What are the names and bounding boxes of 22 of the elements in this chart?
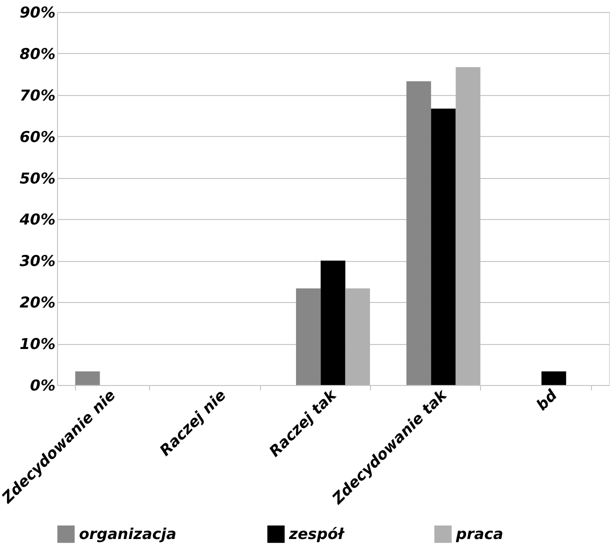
bar (75, 371, 100, 385)
x-tick-label: bd (532, 386, 561, 414)
bar (406, 81, 432, 385)
legend-label: praca (455, 525, 504, 544)
y-tick-label: 80% (20, 44, 56, 63)
y-tick-label: 20% (20, 294, 56, 312)
y-tick-label: 70% (20, 86, 56, 104)
y-tick-label: 50% (20, 169, 56, 188)
y-tick-label: 90% (20, 4, 56, 22)
bar (296, 288, 321, 385)
bar (431, 108, 456, 385)
bar (456, 67, 480, 385)
y-tick-label: 60% (20, 128, 56, 146)
y-tick-label: 30% (20, 252, 56, 270)
bar (541, 371, 566, 385)
y-tick-label: 40% (18, 210, 56, 229)
legend-label: organizacja (79, 525, 176, 544)
y-tick-label: 10% (20, 335, 56, 354)
bar (345, 288, 370, 385)
y-tick-label: 0% (30, 376, 56, 394)
legend-label: zespół (288, 525, 345, 544)
bar (320, 260, 346, 385)
